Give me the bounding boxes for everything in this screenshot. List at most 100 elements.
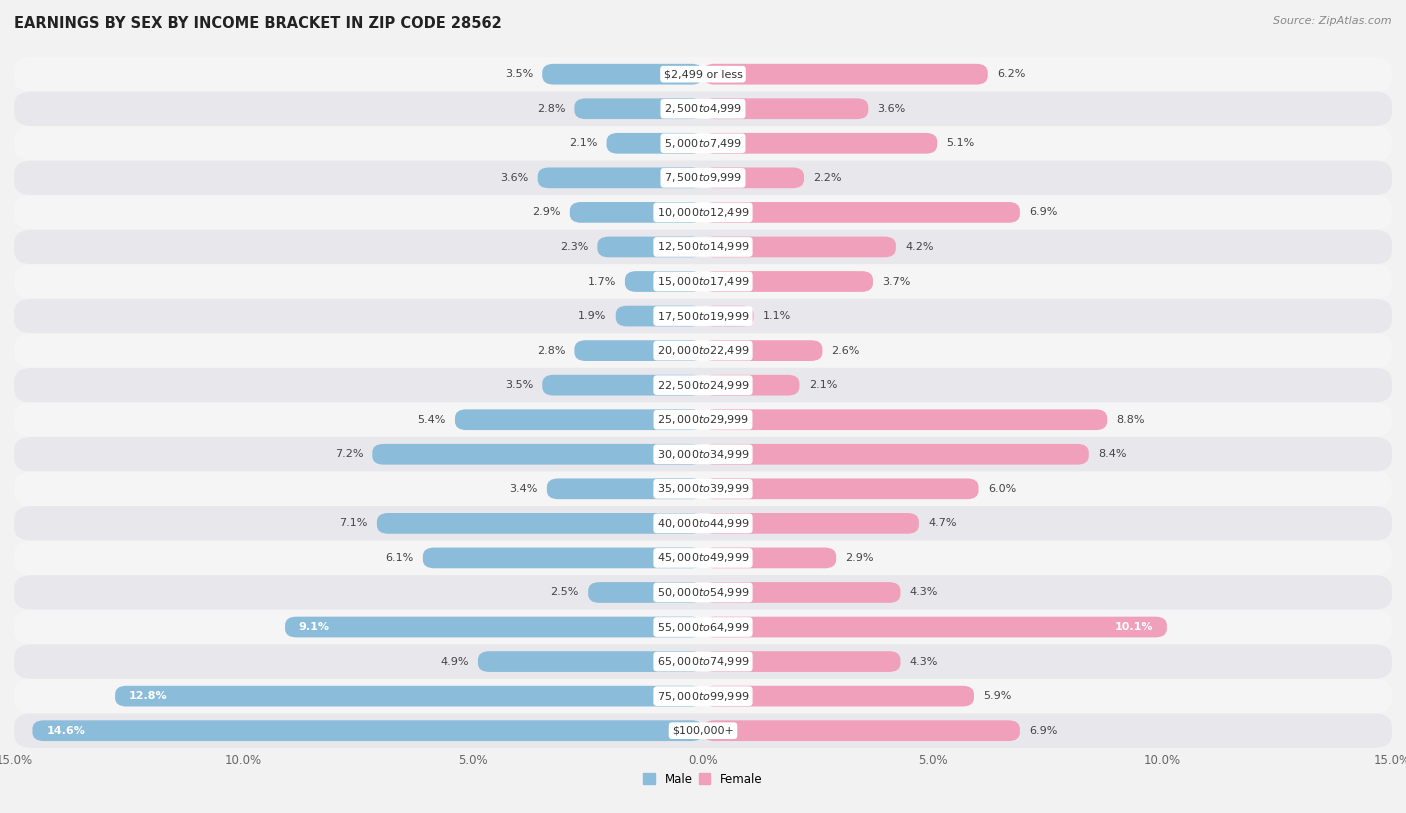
FancyBboxPatch shape	[703, 616, 1167, 637]
Text: 8.8%: 8.8%	[1116, 415, 1144, 424]
Text: 4.7%: 4.7%	[928, 519, 956, 528]
Text: $7,500 to $9,999: $7,500 to $9,999	[664, 172, 742, 185]
FancyBboxPatch shape	[14, 472, 1392, 506]
FancyBboxPatch shape	[423, 547, 703, 568]
Text: 3.4%: 3.4%	[509, 484, 537, 493]
Text: 5.9%: 5.9%	[983, 691, 1011, 701]
Text: 7.1%: 7.1%	[339, 519, 368, 528]
FancyBboxPatch shape	[14, 541, 1392, 575]
FancyBboxPatch shape	[373, 444, 703, 464]
Text: Source: ZipAtlas.com: Source: ZipAtlas.com	[1274, 16, 1392, 26]
FancyBboxPatch shape	[14, 91, 1392, 126]
FancyBboxPatch shape	[14, 610, 1392, 644]
Text: 5.4%: 5.4%	[418, 415, 446, 424]
Text: 6.1%: 6.1%	[385, 553, 413, 563]
FancyBboxPatch shape	[606, 133, 703, 154]
FancyBboxPatch shape	[14, 679, 1392, 714]
FancyBboxPatch shape	[14, 195, 1392, 229]
FancyBboxPatch shape	[456, 409, 703, 430]
Text: $22,500 to $24,999: $22,500 to $24,999	[657, 379, 749, 392]
FancyBboxPatch shape	[703, 651, 900, 672]
Text: 3.6%: 3.6%	[501, 173, 529, 183]
FancyBboxPatch shape	[575, 98, 703, 119]
Text: 4.3%: 4.3%	[910, 588, 938, 598]
FancyBboxPatch shape	[547, 478, 703, 499]
FancyBboxPatch shape	[703, 237, 896, 257]
Text: $65,000 to $74,999: $65,000 to $74,999	[657, 655, 749, 668]
FancyBboxPatch shape	[14, 644, 1392, 679]
FancyBboxPatch shape	[543, 375, 703, 395]
FancyBboxPatch shape	[588, 582, 703, 602]
Text: $17,500 to $19,999: $17,500 to $19,999	[657, 310, 749, 323]
FancyBboxPatch shape	[115, 685, 703, 706]
FancyBboxPatch shape	[14, 506, 1392, 541]
FancyBboxPatch shape	[703, 98, 869, 119]
FancyBboxPatch shape	[703, 685, 974, 706]
FancyBboxPatch shape	[285, 616, 703, 637]
Text: 12.8%: 12.8%	[129, 691, 167, 701]
Text: 2.2%: 2.2%	[813, 173, 842, 183]
Text: $20,000 to $22,499: $20,000 to $22,499	[657, 344, 749, 357]
Legend: Male, Female: Male, Female	[638, 768, 768, 790]
FancyBboxPatch shape	[14, 367, 1392, 402]
FancyBboxPatch shape	[14, 437, 1392, 472]
Text: $45,000 to $49,999: $45,000 to $49,999	[657, 551, 749, 564]
Text: 6.9%: 6.9%	[1029, 207, 1057, 217]
FancyBboxPatch shape	[703, 444, 1088, 464]
FancyBboxPatch shape	[703, 513, 920, 533]
Text: 2.6%: 2.6%	[831, 346, 860, 355]
Text: 3.5%: 3.5%	[505, 380, 533, 390]
Text: 4.3%: 4.3%	[910, 657, 938, 667]
FancyBboxPatch shape	[703, 202, 1019, 223]
Text: 3.6%: 3.6%	[877, 104, 905, 114]
FancyBboxPatch shape	[703, 271, 873, 292]
Text: $5,000 to $7,499: $5,000 to $7,499	[664, 137, 742, 150]
FancyBboxPatch shape	[703, 340, 823, 361]
FancyBboxPatch shape	[14, 126, 1392, 160]
FancyBboxPatch shape	[14, 160, 1392, 195]
Text: 2.1%: 2.1%	[569, 138, 598, 148]
Text: 2.9%: 2.9%	[531, 207, 561, 217]
Text: $10,000 to $12,499: $10,000 to $12,499	[657, 206, 749, 219]
FancyBboxPatch shape	[703, 133, 938, 154]
FancyBboxPatch shape	[703, 478, 979, 499]
Text: $75,000 to $99,999: $75,000 to $99,999	[657, 689, 749, 702]
FancyBboxPatch shape	[703, 547, 837, 568]
FancyBboxPatch shape	[703, 167, 804, 188]
Text: 3.5%: 3.5%	[505, 69, 533, 79]
Text: 2.8%: 2.8%	[537, 104, 565, 114]
Text: 2.1%: 2.1%	[808, 380, 837, 390]
FancyBboxPatch shape	[14, 714, 1392, 748]
Text: 10.1%: 10.1%	[1115, 622, 1153, 632]
Text: $25,000 to $29,999: $25,000 to $29,999	[657, 413, 749, 426]
FancyBboxPatch shape	[569, 202, 703, 223]
Text: 2.8%: 2.8%	[537, 346, 565, 355]
Text: $2,499 or less: $2,499 or less	[664, 69, 742, 79]
FancyBboxPatch shape	[14, 402, 1392, 437]
Text: 2.5%: 2.5%	[551, 588, 579, 598]
Text: EARNINGS BY SEX BY INCOME BRACKET IN ZIP CODE 28562: EARNINGS BY SEX BY INCOME BRACKET IN ZIP…	[14, 16, 502, 31]
FancyBboxPatch shape	[575, 340, 703, 361]
FancyBboxPatch shape	[624, 271, 703, 292]
Text: $2,500 to $4,999: $2,500 to $4,999	[664, 102, 742, 115]
Text: 6.2%: 6.2%	[997, 69, 1025, 79]
Text: $15,000 to $17,499: $15,000 to $17,499	[657, 275, 749, 288]
Text: 4.2%: 4.2%	[905, 242, 934, 252]
FancyBboxPatch shape	[32, 720, 703, 741]
Text: 1.7%: 1.7%	[588, 276, 616, 286]
Text: $12,500 to $14,999: $12,500 to $14,999	[657, 241, 749, 254]
Text: $55,000 to $64,999: $55,000 to $64,999	[657, 620, 749, 633]
FancyBboxPatch shape	[14, 575, 1392, 610]
FancyBboxPatch shape	[537, 167, 703, 188]
Text: 4.9%: 4.9%	[440, 657, 468, 667]
Text: 8.4%: 8.4%	[1098, 450, 1126, 459]
FancyBboxPatch shape	[703, 306, 754, 326]
Text: 3.7%: 3.7%	[882, 276, 911, 286]
Text: 9.1%: 9.1%	[299, 622, 330, 632]
FancyBboxPatch shape	[377, 513, 703, 533]
Text: $30,000 to $34,999: $30,000 to $34,999	[657, 448, 749, 461]
Text: 7.2%: 7.2%	[335, 450, 363, 459]
Text: $40,000 to $44,999: $40,000 to $44,999	[657, 517, 749, 530]
Text: 1.9%: 1.9%	[578, 311, 606, 321]
FancyBboxPatch shape	[703, 375, 800, 395]
